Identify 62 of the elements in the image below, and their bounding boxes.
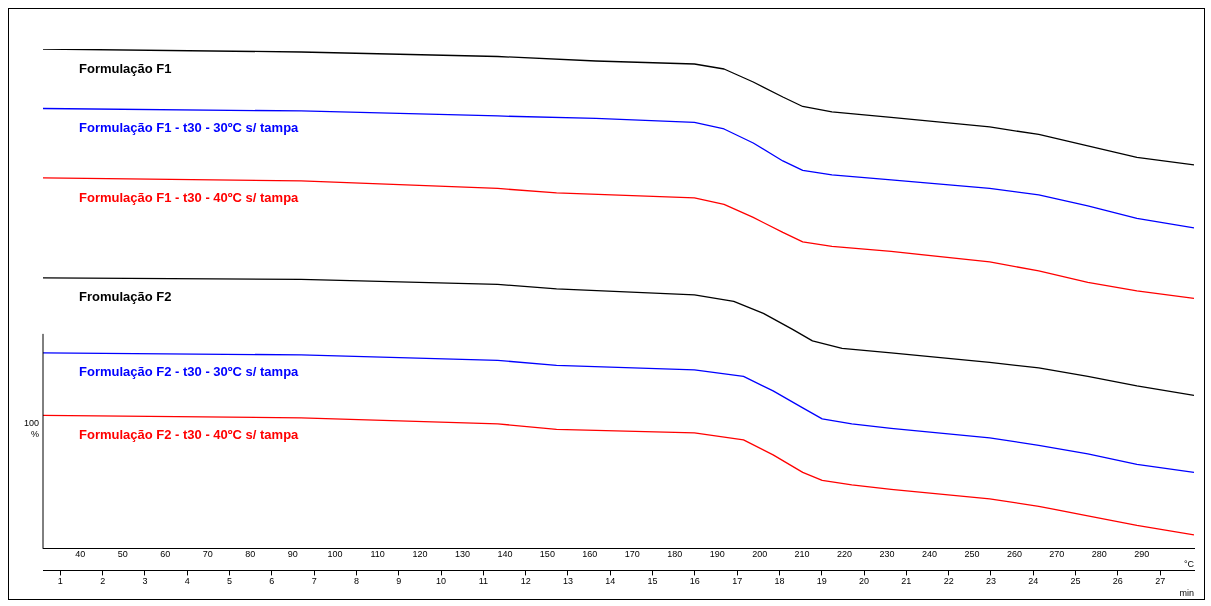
series-label: Formulação F2 - t30 - 30ºC s/ tampa — [79, 364, 300, 380]
x-tick-label: 9 — [396, 576, 402, 587]
x-tick-label: 14 — [605, 576, 616, 587]
x-tick-label: 6 — [269, 576, 275, 587]
x2-tick-label: 200 — [752, 548, 768, 559]
x2-tick-label: 280 — [1091, 548, 1107, 559]
x2-tick-label: 140 — [497, 548, 513, 559]
x-tick-label: 16 — [689, 576, 700, 587]
series-label: Formulação F2 - t30 - 40ºC s/ tampa — [79, 426, 300, 442]
x-tick-label: 27 — [1155, 576, 1166, 587]
x2-tick-label: 240 — [921, 548, 938, 559]
y-axis-title: 100 % — [23, 418, 39, 440]
x2-tick-label: 150 — [539, 548, 555, 559]
series-label: Formulação F1 — [79, 60, 172, 76]
x2-tick-label: 220 — [837, 548, 853, 559]
x-axis-title: min — [1179, 588, 1194, 599]
x-tick-label: 10 — [436, 576, 447, 587]
x-tick-label: 17 — [732, 576, 743, 587]
x2-tick-label: 40 — [75, 548, 86, 559]
series-label: Fromulação F2 — [79, 289, 172, 305]
x2-tick-label: 270 — [1049, 548, 1065, 559]
x2-tick-label: 70 — [202, 548, 213, 559]
x-tick-label: 20 — [859, 576, 870, 587]
x-tick-label: 2 — [100, 576, 106, 587]
x-tick-label: 22 — [943, 576, 954, 587]
x-tick-label: 23 — [985, 576, 996, 587]
x-tick-label: 8 — [353, 576, 359, 587]
x2-tick-label: 120 — [412, 548, 428, 559]
x2-tick-label: 180 — [667, 548, 683, 559]
x2-tick-label: 60 — [160, 548, 171, 559]
series-label: Formulação F1 - t30 - 30ºC s/ tampa — [79, 120, 300, 136]
x2-tick-label: 190 — [709, 548, 725, 559]
x-tick-label: 1 — [57, 576, 63, 587]
x-tick-label: 4 — [184, 576, 190, 587]
x2-tick-label: 250 — [964, 548, 980, 559]
x2-axis-title: °C — [1183, 559, 1195, 570]
x2-tick-label: 290 — [1134, 548, 1150, 559]
x-tick-label: 12 — [520, 576, 531, 587]
x-tick-label: 18 — [774, 576, 785, 587]
x2-tick-label: 80 — [245, 548, 256, 559]
x2-tick-label: 210 — [794, 548, 810, 559]
x-tick-label: 19 — [816, 576, 827, 587]
x-tick-label: 26 — [1112, 576, 1123, 587]
x-tick-label: 15 — [647, 576, 658, 587]
x2-tick-label: 170 — [624, 548, 640, 559]
x-tick-label: 7 — [311, 576, 317, 587]
series-label: Formulação F1 - t30 - 40ºC s/ tampa — [79, 189, 300, 205]
x2-tick-label: 100 — [327, 548, 343, 559]
x2-tick-label: 260 — [1006, 548, 1022, 559]
x2-tick-label: 130 — [454, 548, 470, 559]
x-tick-label: 13 — [562, 576, 573, 587]
x-tick-label: 21 — [901, 576, 912, 587]
x2-tick-label: 110 — [370, 548, 385, 559]
x2-tick-label: 50 — [117, 548, 128, 559]
x-tick-label: 11 — [478, 576, 489, 587]
x-tick-label: 24 — [1028, 576, 1039, 587]
x-tick-label: 3 — [142, 576, 148, 587]
x2-tick-label: 160 — [582, 548, 598, 559]
x2-tick-label: 90 — [287, 548, 298, 559]
x-tick-label: 25 — [1070, 576, 1081, 587]
x-tick-label: 5 — [227, 576, 233, 587]
x2-tick-label: 230 — [879, 548, 895, 559]
